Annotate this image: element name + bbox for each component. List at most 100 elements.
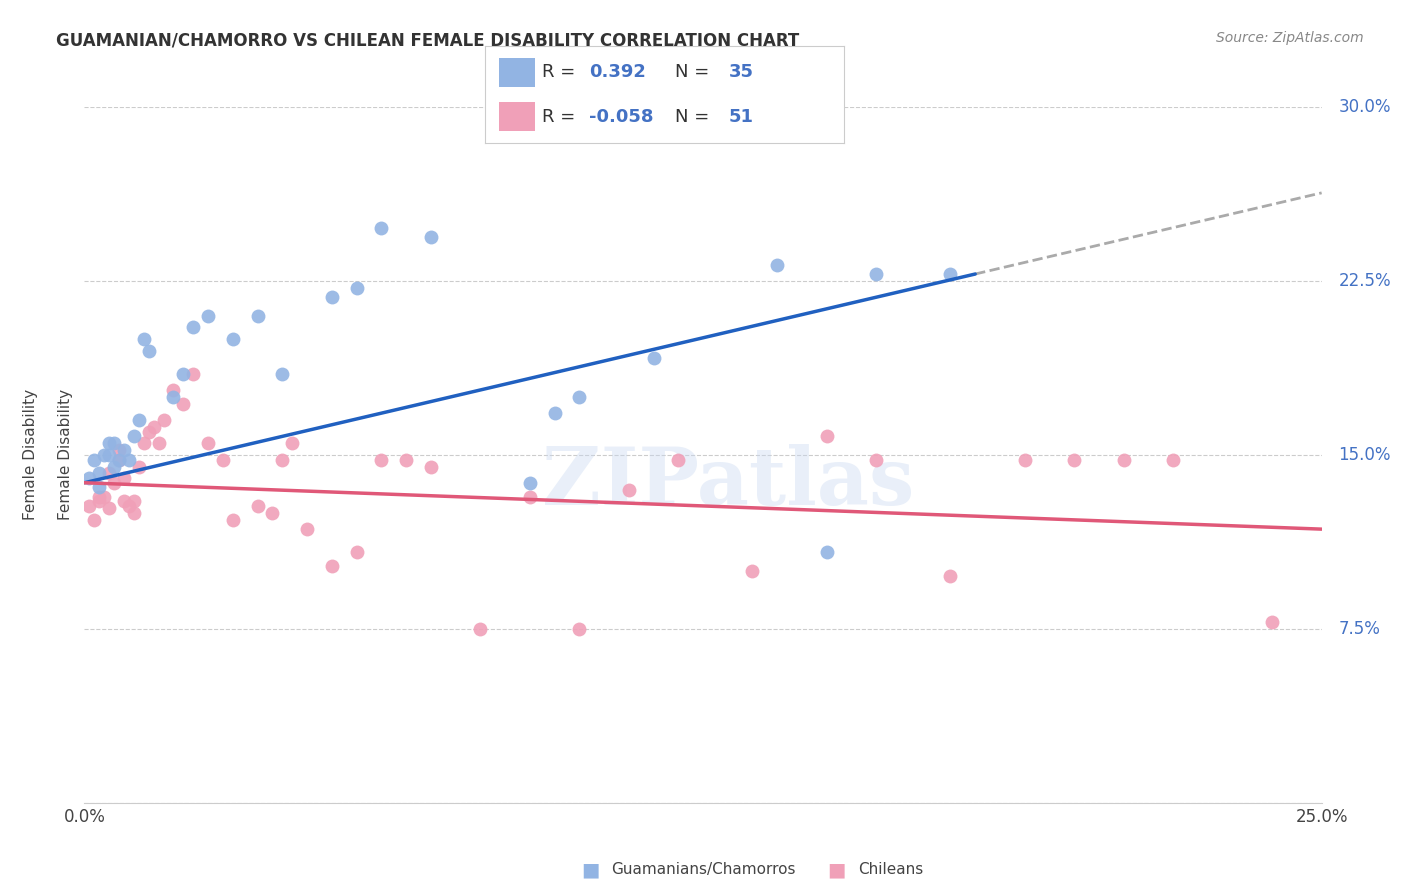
Text: 51: 51 bbox=[728, 108, 754, 126]
Point bbox=[118, 499, 141, 513]
Point bbox=[568, 390, 591, 404]
Text: N =: N = bbox=[675, 63, 716, 81]
Point bbox=[181, 320, 204, 334]
Point bbox=[222, 513, 245, 527]
Point bbox=[108, 452, 131, 467]
Point bbox=[89, 494, 111, 508]
Point bbox=[212, 452, 235, 467]
Point bbox=[370, 452, 392, 467]
Point bbox=[865, 452, 887, 467]
Point bbox=[321, 559, 343, 574]
Point bbox=[271, 367, 294, 381]
Point bbox=[89, 490, 111, 504]
Point bbox=[617, 483, 640, 497]
Point bbox=[470, 622, 492, 636]
Point bbox=[741, 564, 763, 578]
Point bbox=[93, 490, 115, 504]
Point bbox=[666, 452, 689, 467]
Point bbox=[519, 475, 541, 490]
Point bbox=[181, 367, 204, 381]
Text: GUAMANIAN/CHAMORRO VS CHILEAN FEMALE DISABILITY CORRELATION CHART: GUAMANIAN/CHAMORRO VS CHILEAN FEMALE DIS… bbox=[56, 31, 800, 49]
Point bbox=[122, 429, 145, 443]
Point bbox=[138, 343, 160, 358]
Point bbox=[246, 309, 269, 323]
Point bbox=[766, 258, 789, 272]
Point bbox=[939, 267, 962, 281]
Point bbox=[321, 290, 343, 304]
Point bbox=[222, 332, 245, 346]
Point bbox=[108, 443, 131, 458]
Text: 22.5%: 22.5% bbox=[1339, 272, 1391, 290]
Point bbox=[162, 383, 184, 397]
FancyBboxPatch shape bbox=[499, 58, 536, 87]
Point bbox=[118, 452, 141, 467]
Point bbox=[172, 397, 194, 411]
Point bbox=[122, 494, 145, 508]
FancyBboxPatch shape bbox=[499, 103, 536, 131]
Point bbox=[939, 568, 962, 582]
Point bbox=[370, 220, 392, 235]
Text: Guamanians/Chamorros: Guamanians/Chamorros bbox=[612, 863, 796, 877]
Point bbox=[295, 522, 318, 536]
Point bbox=[1161, 452, 1184, 467]
Point bbox=[89, 480, 111, 494]
Point bbox=[138, 425, 160, 439]
Point bbox=[83, 452, 105, 467]
Point bbox=[108, 452, 131, 467]
Point bbox=[103, 436, 125, 450]
Point bbox=[346, 281, 368, 295]
Point bbox=[281, 436, 304, 450]
Text: R =: R = bbox=[543, 63, 582, 81]
Point bbox=[197, 309, 219, 323]
Point bbox=[865, 267, 887, 281]
Text: 15.0%: 15.0% bbox=[1339, 446, 1391, 464]
Point bbox=[543, 406, 565, 420]
Text: N =: N = bbox=[675, 108, 716, 126]
Point bbox=[89, 467, 111, 481]
Point bbox=[103, 459, 125, 474]
Point bbox=[93, 448, 115, 462]
Point bbox=[172, 367, 194, 381]
Text: 35: 35 bbox=[728, 63, 754, 81]
Point bbox=[1112, 452, 1135, 467]
Point bbox=[346, 545, 368, 559]
Point bbox=[98, 501, 121, 516]
Text: ■: ■ bbox=[827, 860, 846, 880]
Point bbox=[132, 332, 155, 346]
Point bbox=[568, 622, 591, 636]
Text: 7.5%: 7.5% bbox=[1339, 620, 1381, 638]
Text: Female Disability: Female Disability bbox=[24, 389, 38, 521]
Point bbox=[197, 436, 219, 450]
Point bbox=[103, 475, 125, 490]
Text: 0.392: 0.392 bbox=[589, 63, 645, 81]
Point bbox=[419, 230, 441, 244]
Point bbox=[271, 452, 294, 467]
Point bbox=[98, 467, 121, 481]
Point bbox=[112, 443, 135, 458]
Point bbox=[1014, 452, 1036, 467]
Text: ZIPatlas: ZIPatlas bbox=[541, 443, 914, 522]
Text: Chileans: Chileans bbox=[858, 863, 922, 877]
Text: Source: ZipAtlas.com: Source: ZipAtlas.com bbox=[1216, 31, 1364, 45]
Text: -0.058: -0.058 bbox=[589, 108, 654, 126]
Point bbox=[128, 413, 150, 427]
Y-axis label: Female Disability: Female Disability bbox=[58, 389, 73, 521]
Point bbox=[815, 545, 838, 559]
Point bbox=[132, 436, 155, 450]
Point bbox=[112, 471, 135, 485]
Point bbox=[98, 448, 121, 462]
Point bbox=[246, 499, 269, 513]
Text: 30.0%: 30.0% bbox=[1339, 98, 1391, 116]
Point bbox=[152, 413, 174, 427]
Point bbox=[815, 429, 838, 443]
Point bbox=[79, 499, 101, 513]
Text: ■: ■ bbox=[581, 860, 600, 880]
Point bbox=[112, 494, 135, 508]
Point bbox=[128, 459, 150, 474]
Point bbox=[1261, 615, 1284, 629]
Point bbox=[1063, 452, 1085, 467]
Point bbox=[83, 513, 105, 527]
Point bbox=[79, 471, 101, 485]
Point bbox=[519, 490, 541, 504]
Point bbox=[148, 436, 170, 450]
